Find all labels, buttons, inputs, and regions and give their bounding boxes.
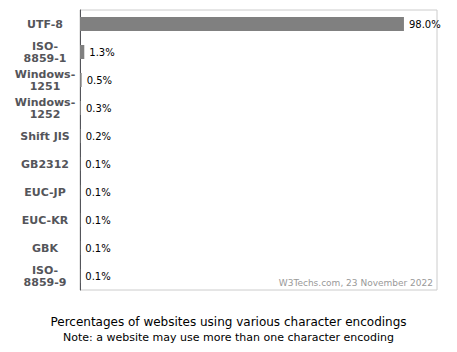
svg-text:GB2312: GB2312 [21, 158, 69, 171]
svg-text:98.0%: 98.0% [409, 19, 441, 30]
svg-text:Shift JIS: Shift JIS [20, 130, 70, 143]
svg-text:0.1%: 0.1% [85, 215, 110, 226]
svg-text:0.5%: 0.5% [87, 75, 112, 86]
svg-text:8859-9: 8859-9 [24, 276, 67, 289]
svg-text:Note: a website may use more t: Note: a website may use more than one ch… [63, 331, 394, 344]
svg-text:ISO-: ISO- [31, 263, 59, 277]
svg-text:Percentages of websites using: Percentages of websites using various ch… [50, 315, 406, 329]
svg-text:GBK: GBK [32, 242, 58, 255]
svg-text:0.1%: 0.1% [85, 271, 110, 282]
svg-text:1252: 1252 [30, 108, 61, 121]
svg-text:UTF-8: UTF-8 [27, 18, 63, 31]
svg-text:0.3%: 0.3% [86, 103, 111, 114]
svg-text:0.1%: 0.1% [85, 243, 110, 254]
svg-text:W3Techs.com, 23 November 2022: W3Techs.com, 23 November 2022 [279, 278, 433, 288]
svg-text:0.1%: 0.1% [85, 187, 110, 198]
svg-text:8859-1: 8859-1 [24, 52, 67, 65]
svg-text:0.1%: 0.1% [85, 159, 110, 170]
svg-text:1251: 1251 [30, 80, 61, 93]
svg-text:EUC-KR: EUC-KR [22, 214, 69, 227]
svg-text:ISO-: ISO- [31, 39, 59, 53]
svg-text:1.3%: 1.3% [89, 47, 114, 58]
svg-text:Windows-: Windows- [14, 67, 76, 81]
svg-text:EUC-JP: EUC-JP [24, 186, 66, 199]
svg-text:0.2%: 0.2% [86, 131, 111, 142]
svg-text:Windows-: Windows- [14, 95, 76, 109]
